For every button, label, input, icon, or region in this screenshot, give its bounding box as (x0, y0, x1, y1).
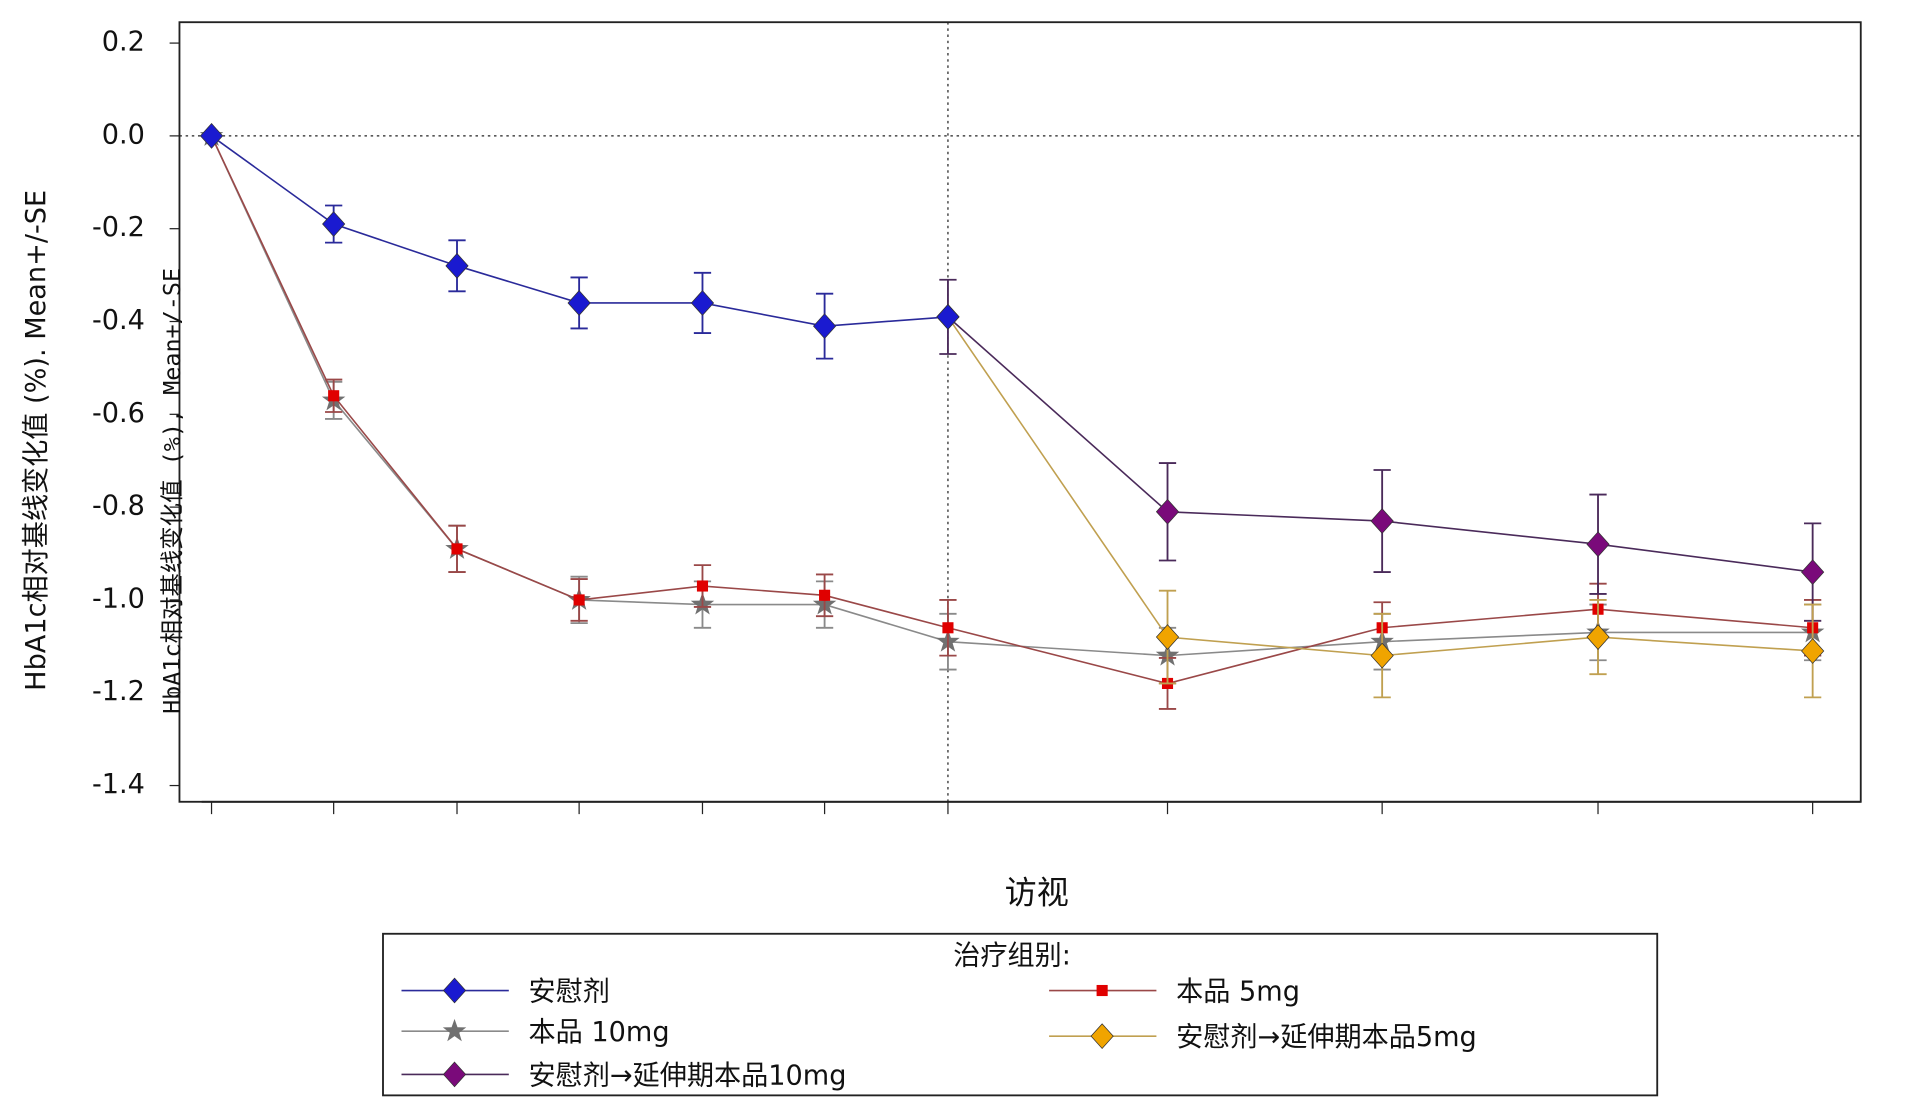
y-axis-label-overlay: HbA1c相对基线变化值 (%), Mean+/-SE (158, 268, 186, 714)
data-point (567, 290, 591, 316)
data-point (1370, 508, 1394, 534)
data-point (812, 313, 837, 340)
data-point (1155, 498, 1180, 525)
data-point (199, 123, 224, 149)
legend-label: 安慰剂→延伸期本品10mg (529, 1060, 847, 1091)
data-point (328, 390, 340, 402)
legend-label: 本品 5mg (1176, 976, 1300, 1007)
plot-frame (178, 21, 1862, 803)
data-point (942, 622, 954, 634)
data-point (445, 252, 469, 279)
data-point (573, 594, 585, 606)
data-point (1586, 531, 1610, 558)
y-axis-label: HbA1c相对基线变化值 (%). Mean+/-SE (21, 190, 52, 691)
legend-marker (442, 977, 467, 1004)
y-tick-label: -0.8 (92, 491, 145, 522)
legend-title: 治疗组别: (953, 941, 1071, 972)
legend-marker (442, 1018, 467, 1042)
data-point (451, 543, 463, 555)
data-point (1801, 559, 1825, 585)
series-line (947, 316, 1813, 573)
legend-label: 安慰剂 (529, 976, 610, 1007)
data-point (696, 580, 709, 592)
data-point (1155, 624, 1180, 650)
x-axis-label: 访视 (1005, 873, 1069, 911)
series-line (947, 316, 1813, 657)
legend-label: 安慰剂→延伸期本品5mg (1176, 1022, 1477, 1053)
y-tick-label: 0.0 (102, 119, 145, 150)
data-point (936, 303, 960, 330)
data-point (1586, 624, 1610, 650)
y-tick-label: 0.2 (102, 27, 145, 58)
series-line (210, 135, 1813, 657)
y-tick-label: -1.0 (92, 583, 145, 614)
legend-marker (1096, 984, 1108, 997)
data-point (1370, 642, 1394, 669)
y-tick-label: -0.2 (92, 212, 145, 243)
data-point (322, 211, 346, 237)
data-point (690, 290, 715, 316)
y-tick-label: -1.4 (92, 769, 145, 800)
y-tick-label: -0.6 (92, 398, 145, 429)
data-point (1801, 638, 1825, 664)
data-point (819, 589, 831, 601)
y-tick-label: -0.4 (92, 305, 145, 336)
legend-box (382, 932, 1659, 1097)
legend-marker (442, 1061, 467, 1088)
legend-marker (1090, 1023, 1114, 1050)
legend-label: 本品 10mg (529, 1017, 670, 1048)
y-tick-label: -1.2 (92, 676, 145, 707)
